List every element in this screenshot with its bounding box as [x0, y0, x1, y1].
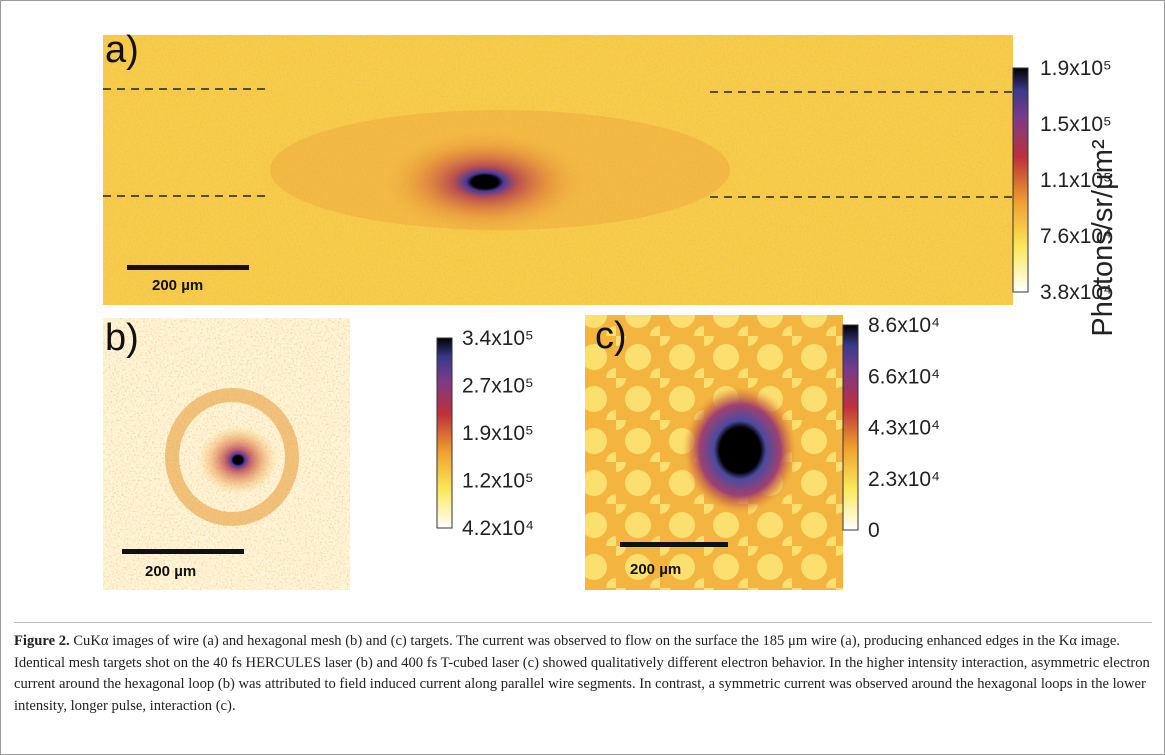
caption-label: Figure 2. — [14, 633, 70, 649]
colorbar-tick-label: 3.4x10⁵ — [462, 327, 534, 350]
scale-bar-label: 200 µm — [145, 563, 196, 580]
caption: Figure 2. CuKα images of wire (a) and he… — [14, 622, 1152, 717]
colorbar-tick-label: 1.9x10⁵ — [1040, 57, 1112, 80]
scale-bar-label: 200 µm — [152, 277, 203, 294]
colorbar-tick-label: 4.3x10⁴ — [868, 417, 940, 440]
panel-label: b) — [105, 317, 139, 359]
colorbar-tick-label: 3.8x10⁴ — [1040, 281, 1112, 304]
colorbar-tick-label: 2.7x10⁵ — [462, 375, 534, 398]
panel-b-image — [103, 318, 350, 590]
colorbar-tick-label: 0 — [868, 519, 880, 542]
colorbar-tick-label: 1.1x10⁵ — [1040, 169, 1112, 192]
colorbar-tick-label: 1.9x10⁵ — [462, 422, 534, 445]
scale-bar-label: 200 µm — [630, 561, 681, 578]
figure: a) 200 µm 1.9x10⁵ 1.5x10⁵ 1.1x10⁵ 7.6x10⁴ 3.8x… — [103, 29, 1119, 590]
colorbar — [842, 324, 859, 531]
colorbar-tick-label: 7.6x10⁴ — [1040, 225, 1112, 248]
colorbar-tick-label: 2.3x10⁴ — [868, 468, 940, 491]
panel-label: c) — [595, 315, 627, 357]
colorbar-tick-label: 1.2x10⁵ — [462, 470, 534, 493]
colorbar-label: Photons/sr/µm² — [1087, 139, 1119, 337]
panel-a-image — [103, 35, 1013, 305]
panel-c-image — [585, 315, 843, 590]
colorbar — [1012, 67, 1029, 293]
panel-label: a) — [105, 29, 139, 71]
colorbar-tick-label: 1.5x10⁵ — [1040, 113, 1112, 136]
colorbar — [436, 337, 453, 529]
colorbar-tick-label: 4.2x10⁴ — [462, 517, 534, 540]
colorbar-tick-label: 6.6x10⁴ — [868, 365, 940, 388]
caption-text: CuKα images of wire (a) and hexagonal me… — [14, 633, 1150, 714]
colorbar-tick-label: 8.6x10⁴ — [868, 314, 940, 337]
